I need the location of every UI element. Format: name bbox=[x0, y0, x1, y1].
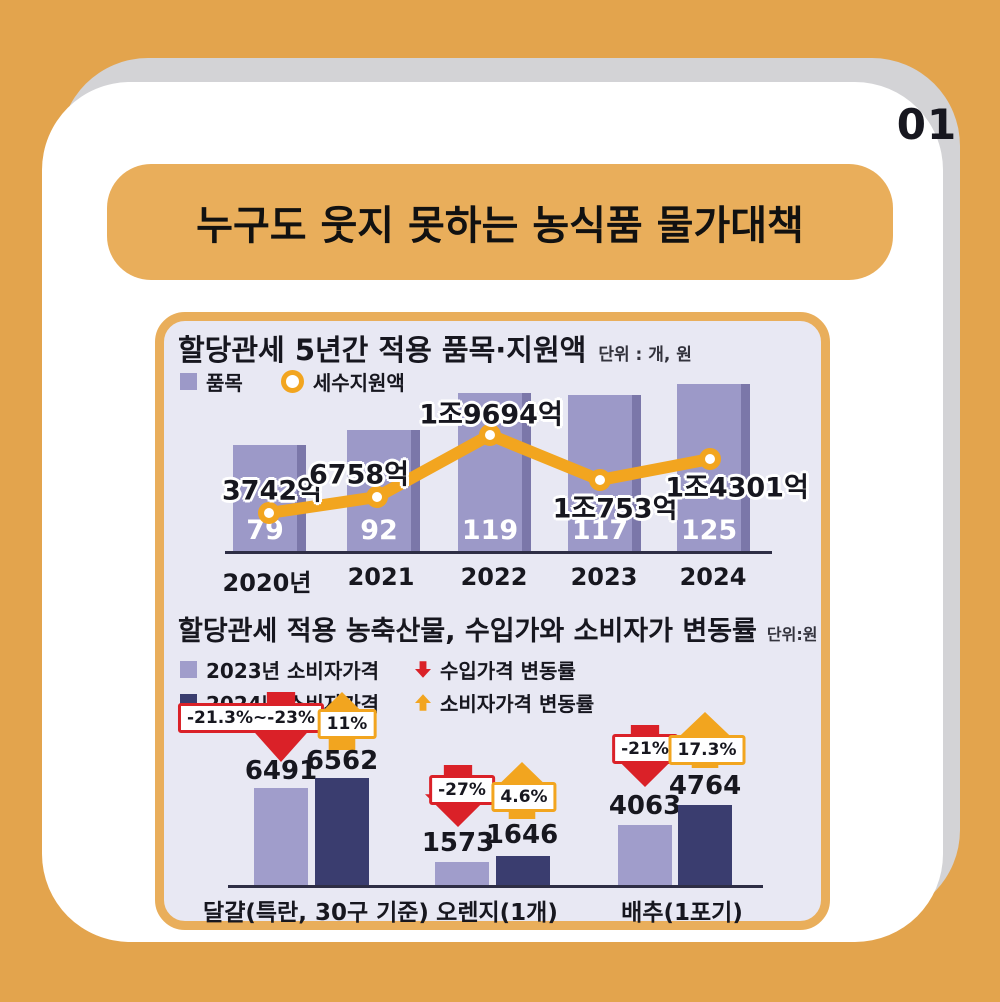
content-card: 01 누구도 웃지 못하는 농식품 물가대책 할당관세 5년간 적용 품목·지원… bbox=[42, 82, 956, 942]
egg-import-change-badge: -21.3%~-23% bbox=[177, 703, 325, 733]
cat-label-orange: 오렌지(1개) bbox=[436, 900, 558, 926]
chart2-legend-row1: 2023년 소비자가격 수입가격 변동률 bbox=[180, 655, 576, 684]
support-line-chart bbox=[258, 424, 721, 524]
egg-2023-value: 6491 bbox=[244, 756, 318, 786]
cabbage-consumer-change-badge: 17.3% bbox=[668, 735, 746, 765]
orange-ring-icon bbox=[280, 370, 304, 393]
orange-2023-value: 1573 bbox=[421, 828, 495, 858]
cat-label-egg: 달걀(특란, 30구 기준) bbox=[203, 900, 429, 926]
x-label-2024: 2024 bbox=[679, 563, 747, 591]
chart2-x-axis bbox=[228, 885, 763, 888]
chart1-title-text: 할당관세 5년간 적용 품목·지원액 bbox=[178, 333, 587, 367]
line-label-2024: 1조4301억 bbox=[665, 472, 809, 504]
x-label-2022: 2022 bbox=[460, 563, 528, 591]
chart1-x-axis bbox=[225, 551, 772, 554]
cabbage-import-change-badge: -21% bbox=[612, 734, 678, 764]
line-label-2023: 1조753억 bbox=[552, 493, 678, 525]
chart2-title: 할당관세 적용 농축산물, 수입가와 소비자가 변동률 단위:원 bbox=[178, 609, 817, 648]
title-banner: 누구도 웃지 못하는 농식품 물가대책 bbox=[107, 164, 893, 280]
chart1-unit: 단위 : 개, 원 bbox=[598, 345, 692, 365]
legend-import-change-label: 수입가격 변동률 bbox=[440, 659, 576, 683]
egg-2023-bar bbox=[254, 788, 308, 887]
chart1-title: 할당관세 5년간 적용 품목·지원액 단위 : 개, 원 bbox=[178, 327, 692, 369]
bar-2023-value: 117 bbox=[571, 515, 629, 546]
legend-support-label: 세수지원액 bbox=[312, 371, 405, 395]
cat-label-cabbage: 배추(1포기) bbox=[621, 900, 743, 926]
chart2-unit: 단위:원 bbox=[766, 625, 818, 644]
line-label-2022: 1조9694억 bbox=[419, 399, 563, 431]
bar-2022: 119 bbox=[458, 393, 531, 551]
x-label-2020: 2020년 bbox=[222, 569, 312, 597]
bar-2024-value: 125 bbox=[680, 515, 738, 546]
cabbage-2023-bar bbox=[618, 825, 672, 887]
orange-2024-value: 1646 bbox=[485, 820, 559, 850]
page-number: 01 bbox=[896, 100, 958, 149]
bar-2021-value: 92 bbox=[360, 515, 398, 546]
chart1-legend: 품목 세수지원액 bbox=[180, 367, 405, 396]
purple-square-icon bbox=[180, 373, 197, 390]
chart-panel: 할당관세 5년간 적용 품목·지원액 단위 : 개, 원 품목 세수지원액 79 … bbox=[155, 312, 830, 930]
light-purple-square-icon bbox=[180, 661, 197, 678]
egg-2024-value: 6562 bbox=[305, 746, 379, 776]
legend-items-label: 품목 bbox=[206, 371, 243, 395]
red-down-arrow-icon bbox=[415, 661, 431, 678]
line-label-2021: 6758억 bbox=[309, 459, 409, 491]
orange-up-arrow-icon bbox=[415, 694, 431, 711]
legend-consumer-change-label: 소비자가격 변동률 bbox=[440, 692, 595, 716]
orange-2024-bar bbox=[496, 856, 550, 887]
x-label-2023: 2023 bbox=[570, 563, 638, 591]
line-label-2020: 3742억 bbox=[222, 475, 322, 507]
cabbage-2024-bar bbox=[678, 805, 732, 887]
orange-2023-bar bbox=[435, 862, 489, 887]
cabbage-2023-value: 4063 bbox=[608, 791, 682, 821]
page-title: 누구도 웃지 못하는 농식품 물가대책 bbox=[196, 203, 804, 249]
orange-import-change-badge: -27% bbox=[429, 775, 495, 805]
cabbage-2024-value: 4764 bbox=[668, 771, 742, 801]
orange-consumer-change-badge: 4.6% bbox=[491, 782, 557, 812]
egg-consumer-change-badge: 11% bbox=[317, 709, 377, 739]
x-label-2021: 2021 bbox=[347, 563, 415, 591]
bar-2022-value: 119 bbox=[461, 515, 519, 546]
egg-2024-bar bbox=[315, 778, 369, 887]
chart2-title-text: 할당관세 적용 농축산물, 수입가와 소비자가 변동률 bbox=[178, 616, 757, 647]
legend-2023-label: 2023년 소비자가격 bbox=[206, 659, 380, 683]
